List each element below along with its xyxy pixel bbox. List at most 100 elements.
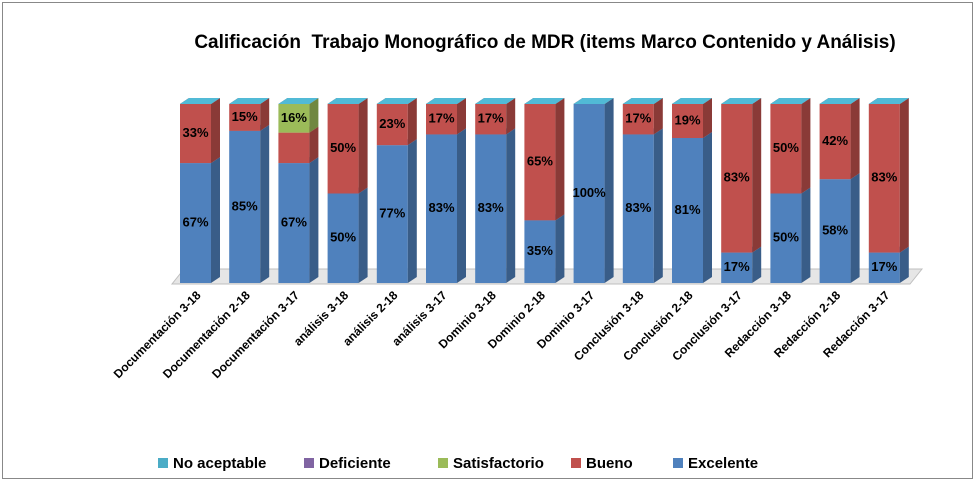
bar-top [622, 98, 663, 104]
bar-side [703, 132, 712, 283]
data-label: 33% [182, 125, 208, 140]
bar-front [524, 220, 556, 283]
bar-side [653, 98, 663, 135]
bar-segment [327, 98, 368, 194]
bar-front [672, 104, 703, 139]
bar-front [721, 104, 753, 253]
bar-side [260, 98, 270, 131]
bar-segment [868, 98, 909, 104]
bar-front [672, 138, 703, 283]
bar-side [358, 187, 368, 283]
bar-side [899, 246, 909, 283]
x-tick-label: Documentación 2-18 [160, 288, 253, 381]
bar-side [506, 98, 516, 135]
bar-side [407, 98, 417, 146]
bar-front [278, 132, 310, 164]
bar-segment [770, 187, 811, 283]
bar-front [180, 104, 211, 164]
bar-side [752, 98, 762, 253]
bar-top [278, 98, 319, 104]
bar-top [376, 98, 417, 104]
bar-front [426, 134, 457, 283]
data-label: 50% [773, 140, 799, 155]
data-label: 23% [379, 116, 405, 131]
bar-front [770, 193, 802, 283]
bar-front [278, 163, 310, 283]
legend-label: Satisfactorio [453, 455, 544, 472]
bar-top [573, 98, 614, 104]
bar-front [622, 134, 654, 283]
legend-label: Deficiente [319, 455, 391, 472]
data-label: 67% [281, 214, 307, 229]
legend-swatch [673, 458, 683, 468]
bar-top [672, 98, 712, 104]
bar-segment [622, 98, 663, 135]
bar-side [801, 187, 811, 283]
data-label: 17% [724, 259, 750, 274]
bar-front [180, 163, 211, 283]
bar-top [770, 98, 811, 104]
bar-front [229, 130, 261, 283]
legend-swatch [571, 458, 581, 468]
bar-front [475, 104, 507, 135]
bar-side [260, 124, 270, 283]
bar-segment [327, 98, 368, 104]
data-label: 65% [527, 154, 553, 169]
legend-label: No aceptable [173, 455, 266, 472]
data-label: 83% [478, 200, 504, 215]
data-label: 17% [871, 259, 897, 274]
data-label: 83% [625, 200, 651, 215]
bar-side [555, 214, 565, 283]
bar-top [426, 98, 466, 104]
data-label: 17% [428, 111, 454, 126]
legend-label: Bueno [586, 455, 633, 472]
data-label: 83% [428, 200, 454, 215]
data-label: 16% [281, 110, 307, 125]
bar-front [868, 104, 900, 253]
bar-front [573, 104, 605, 283]
legend-label: Excelente [688, 455, 758, 472]
data-label: 85% [232, 198, 258, 213]
bar-side [604, 98, 614, 283]
data-label: 77% [379, 206, 405, 221]
bar-segment [376, 98, 417, 104]
bar-segment [475, 98, 516, 104]
data-label: 67% [182, 214, 208, 229]
bar-side [358, 98, 368, 194]
bar-segment [672, 132, 712, 283]
bar-side [801, 98, 811, 194]
bar-segment [819, 98, 860, 180]
bar-side [457, 98, 466, 135]
data-label: 17% [625, 111, 651, 126]
bar-front [721, 252, 753, 283]
bar-side [653, 128, 663, 283]
bar-segment [573, 98, 614, 104]
legend-swatch [158, 458, 168, 468]
bar-segment [622, 98, 663, 104]
bar-segment [180, 98, 220, 104]
bar-side [506, 128, 516, 283]
bar-front [524, 104, 556, 221]
bar-segment [327, 187, 368, 283]
x-tick-label: Documentación 3-18 [111, 288, 204, 381]
bar-side [309, 98, 319, 133]
data-label: 35% [527, 243, 553, 258]
bar-top [180, 98, 220, 104]
bar-front [868, 252, 900, 283]
bar-segment [721, 98, 762, 253]
bar-front [278, 104, 310, 133]
bar-top [868, 98, 909, 104]
bar-segment [475, 128, 516, 283]
bar-front [327, 193, 359, 283]
data-label: 50% [330, 230, 356, 245]
data-label: 42% [822, 133, 848, 148]
bar-segment [229, 124, 270, 283]
bar-side [850, 98, 860, 180]
bar-front [622, 104, 654, 135]
bar-side [752, 246, 762, 283]
bar-front [819, 179, 851, 283]
bar-front [229, 104, 261, 131]
bar-side [555, 98, 565, 221]
bar-side [407, 139, 417, 283]
